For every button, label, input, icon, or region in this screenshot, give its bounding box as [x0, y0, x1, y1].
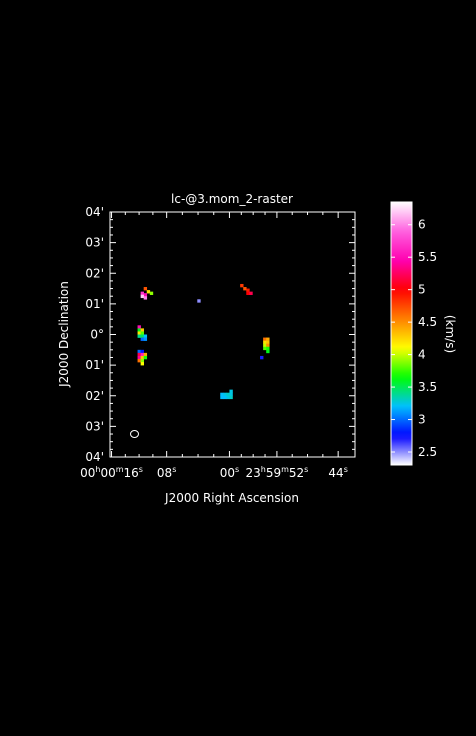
raster-pixel — [146, 290, 151, 294]
raster-pixel — [143, 287, 148, 291]
raster-pixel — [143, 337, 148, 341]
raster-pixel — [229, 389, 233, 393]
raster-pixel — [140, 352, 144, 357]
x-tick-label: 00h00m16s — [80, 465, 143, 480]
chart-title: lc-@3.mom_2-raster — [171, 192, 293, 206]
y-tick-label: 01' — [85, 297, 104, 311]
raster-pixel — [220, 395, 224, 400]
y-tick-label: 04' — [85, 205, 104, 219]
raster-pixel — [229, 395, 233, 400]
raster-pixel — [226, 392, 230, 397]
raster-pixel — [223, 392, 227, 397]
plot-frame — [109, 211, 356, 458]
y-tick-label: 03' — [85, 236, 104, 250]
x-tick-label: 08s — [157, 465, 176, 480]
y-tick-label: 01' — [85, 358, 104, 372]
raster-pixel — [266, 343, 270, 348]
y-tick-label: 04' — [85, 450, 104, 464]
raster-pixel — [220, 392, 224, 397]
raster-pixel — [143, 293, 148, 297]
raster-pixel — [266, 337, 270, 341]
colorbar-gradient — [390, 201, 413, 466]
raster-pixel — [266, 340, 270, 344]
y-tick-label: 0° — [90, 328, 104, 342]
raster-pixel — [260, 355, 264, 360]
raster-pixel — [140, 291, 144, 295]
raster-pixel — [140, 349, 144, 354]
raster-pixel — [140, 334, 144, 338]
raster-pixel — [229, 392, 233, 397]
raster-pixel — [263, 343, 267, 348]
raster-pixel — [266, 349, 270, 354]
raster-pixel — [243, 287, 247, 291]
raster-pixel — [246, 291, 250, 295]
beam-shape — [130, 430, 139, 439]
colorbar-tick-label: 4.5 — [418, 315, 437, 329]
x-axis-label: J2000 Right Ascension — [164, 491, 299, 505]
raster-pixel — [226, 395, 230, 400]
x-tick-label: 23h59m52s — [245, 465, 308, 480]
x-tick-label: 44s — [328, 465, 347, 480]
raster-pixel — [137, 349, 141, 354]
raster-pixel — [140, 328, 144, 332]
raster-pixel — [140, 331, 144, 335]
raster-pixel — [140, 294, 144, 299]
raster-pixel — [140, 362, 144, 366]
colorbar-tick-label: 6 — [418, 218, 426, 232]
raster-pixel — [149, 291, 154, 295]
raster-pixel — [137, 334, 141, 338]
raster-pixel — [263, 337, 267, 341]
y-tick-label: 02' — [85, 266, 104, 280]
x-tick-label: 00s — [220, 465, 239, 480]
colorbar: 2.5 3 3.5 4 4.5 5 5.5 6 — [390, 201, 437, 466]
raster-pixel — [140, 355, 144, 360]
raster-pixel — [137, 352, 141, 357]
raster-image — [137, 283, 270, 400]
raster-pixel — [143, 334, 148, 338]
colorbar-tick-label: 5 — [418, 283, 426, 297]
colorbar-tick-label: 2.5 — [418, 445, 437, 459]
colorbar-tick-label: 3 — [418, 413, 426, 427]
raster-pixel — [137, 359, 141, 363]
raster-pixel — [263, 346, 267, 351]
raster-pixel — [137, 331, 141, 335]
raster-pixel — [223, 395, 227, 400]
raster-pixel — [137, 355, 141, 360]
raster-pixel — [249, 291, 253, 295]
raster-pixel — [143, 352, 148, 357]
y-tick-labels: 04' 03' 02' 01' 0° 01' 02' 03' 04' — [85, 205, 104, 464]
colorbar-label: (km/s) — [443, 315, 457, 353]
x-tick-labels: 00h00m16s 08s 00s 23h59m52s 44s — [80, 465, 348, 480]
raster-pixel — [143, 296, 148, 300]
colorbar-tick-label: 4 — [418, 348, 426, 362]
raster-pixel — [143, 355, 148, 360]
raster-pixel — [137, 325, 141, 329]
raster-pixel — [266, 346, 270, 351]
raster-pixel — [240, 283, 244, 288]
y-axis-label: J2000 Declination — [57, 281, 71, 388]
raster-pixel — [137, 328, 141, 332]
raster-pixel — [140, 359, 144, 363]
y-tick-label: 03' — [85, 419, 104, 433]
raster-pixel — [246, 288, 250, 292]
colorbar-tick-label: 5.5 — [418, 250, 437, 264]
beam-ellipse — [130, 430, 139, 439]
y-tick-label: 02' — [85, 389, 104, 403]
raster-pixel — [263, 340, 267, 344]
colorbar-tick-label: 3.5 — [418, 380, 437, 394]
raster-pixel — [197, 299, 201, 303]
raster-pixel — [140, 337, 144, 341]
